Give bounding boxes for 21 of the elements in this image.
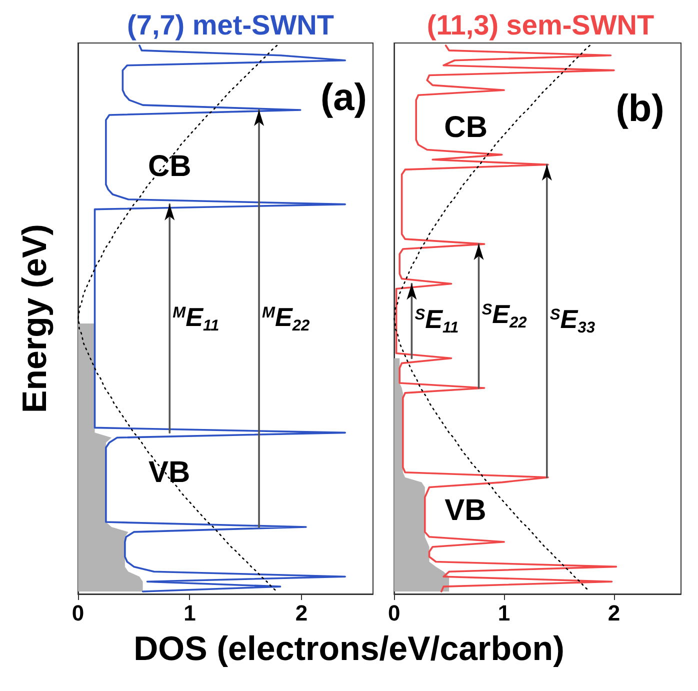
annotation: (b) <box>616 88 664 130</box>
annotation: CB <box>148 150 192 183</box>
annotation: $^{S}$E$_{33}$ <box>550 304 595 337</box>
x-axis-title: DOS (electrons/eV/carbon) <box>132 630 566 669</box>
annotation: (a) <box>320 77 367 120</box>
annotation: $^{S}$E$_{22}$ <box>482 299 527 332</box>
x-tick-label: 1 <box>184 600 196 626</box>
chart-title: (11,3) sem-SWNT <box>426 10 654 40</box>
annotation: VB <box>148 456 190 489</box>
annotation: $^{M}$E$_{11}$ <box>172 302 220 334</box>
annotation: $^{S}$E$_{11}$ <box>414 304 459 337</box>
annotation: CB <box>444 111 488 144</box>
x-tick-label: 1 <box>498 600 510 626</box>
x-tick-label: 0 <box>388 600 400 626</box>
annotation: VB <box>444 494 486 528</box>
annotation: $^{M}$E$_{22}$ <box>262 302 310 334</box>
y-axis-title: Energy (eV) <box>16 224 54 413</box>
x-tick-label: 2 <box>608 600 620 626</box>
x-tick-label: 2 <box>295 600 308 626</box>
chart-title: (7,7) met-SWNT <box>127 10 334 40</box>
x-tick-label: 0 <box>72 600 84 626</box>
